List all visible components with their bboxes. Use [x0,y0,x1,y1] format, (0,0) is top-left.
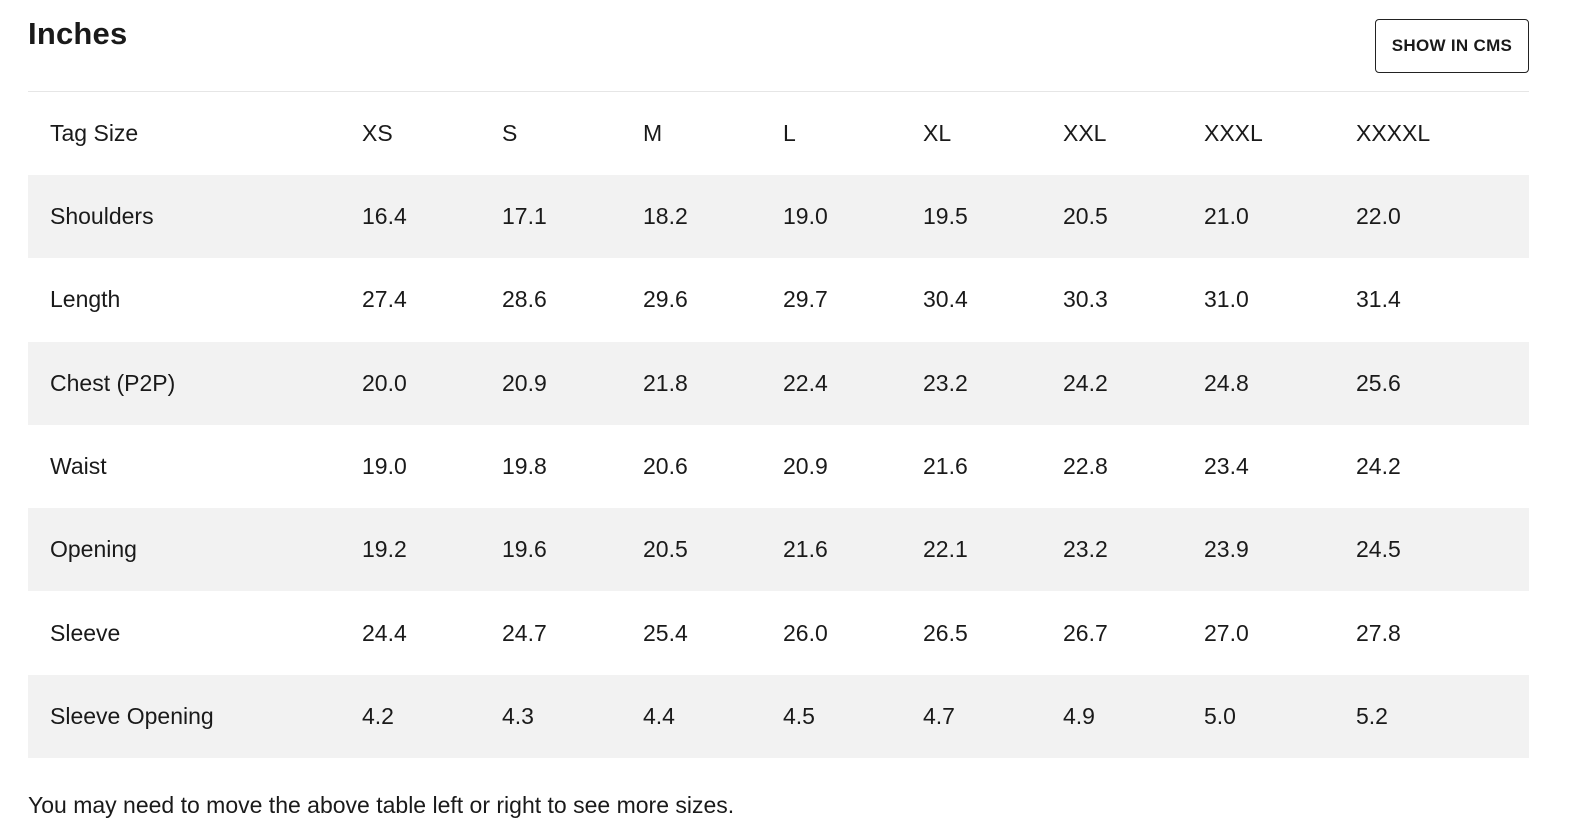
measurement-value: 4.9 [1063,702,1095,729]
measurement-value: 24.2 [1063,369,1108,396]
table-row: Waist 19.0 19.8 20.6 20.9 21.6 22.8 23.4 24.2 [28,425,1529,508]
scroll-hint-text: You may need to move the above table lef… [28,792,735,818]
size-table: Tag Size XS S M L XL XXL XXXL XXXXL Shou… [28,92,1529,759]
measurement-value: 5.2 [1356,702,1388,729]
measurement-value: 19.0 [783,203,828,230]
measurement-value: 25.6 [1356,369,1401,396]
measurement-value: 20.6 [643,453,688,480]
measurement-value: 29.7 [783,286,828,313]
table-row: Shoulders 16.4 17.1 18.2 19.0 19.5 20.5 21.0 22.… [28,175,1529,259]
measurement-value: 23.2 [923,369,968,396]
measurement-value: 19.2 [362,536,407,563]
measurement-label: Length [50,286,121,313]
table-body: Shoulders 16.4 17.1 18.2 19.0 19.5 20.5 21.0 22.… [28,175,1529,759]
measurement-value: 19.0 [362,453,407,480]
measurement-value: 26.0 [783,619,828,646]
measurement-value: 23.2 [1063,536,1108,563]
measurement-value: 25.4 [643,619,688,646]
measurement-value: 21.6 [783,536,828,563]
measurement-value: 4.2 [362,702,394,729]
header-row: Tag Size XS S M L XL XXL XXXL XXXXL [28,92,1529,175]
header-cell: M [643,120,663,146]
measurement-value: 27.8 [1356,619,1401,646]
measurement-value: 4.5 [783,702,815,729]
measurement-value: 21.8 [643,369,688,396]
header-cell: XXL [1063,120,1107,146]
measurement-label: Opening [50,536,137,563]
measurement-value: 21.0 [1204,203,1249,230]
measurement-value: 27.0 [1204,619,1249,646]
measurement-value: 23.4 [1204,453,1249,480]
measurement-value: 20.5 [1063,203,1108,230]
table-row: Sleeve 24.4 24.7 25.4 26.0 26.5 26.7 27.0 27.8 [28,591,1529,674]
header-divider [28,91,1529,92]
header-cell: XS [362,120,393,146]
measurement-value: 30.4 [923,286,968,313]
measurement-value: 19.8 [502,453,547,480]
header-cell: Tag Size [50,120,139,146]
measurement-value: 19.5 [923,203,968,230]
table-row: Opening 19.2 19.6 20.5 21.6 22.1 23.2 23.9 24.5 [28,508,1529,592]
measurement-value: 5.0 [1204,702,1236,729]
measurement-value: 4.4 [643,702,675,729]
measurement-value: 29.6 [643,286,688,313]
measurement-value: 22.1 [923,536,968,563]
measurement-value: 19.6 [502,536,547,563]
measurement-value: 20.9 [502,369,547,396]
units-heading: Inches [28,16,128,51]
measurement-value: 22.0 [1356,203,1401,230]
measurement-value: 31.4 [1356,286,1401,313]
measurement-value: 21.6 [923,453,968,480]
measurement-value: 20.0 [362,369,407,396]
measurement-value: 17.1 [502,203,547,230]
measurement-value: 31.0 [1204,286,1249,313]
measurement-value: 26.7 [1063,619,1108,646]
table-header: Tag Size XS S M L XL XXL XXXL XXXXL [28,92,1529,175]
table-row: Sleeve Opening 4.2 4.3 4.4 4.5 4.7 4.9 5.0 5.2 [28,674,1529,759]
measurement-label: Shoulders [50,203,154,230]
header-cell: L [783,120,796,146]
measurement-value: 26.5 [923,619,968,646]
measurement-value: 4.3 [502,702,534,729]
measurement-value: 28.6 [502,286,547,313]
header-cell: XL [923,120,952,146]
measurement-value: 22.4 [783,369,828,396]
measurement-value: 24.5 [1356,536,1401,563]
header-cell: XXXXL [1356,120,1431,146]
measurement-value: 24.4 [362,619,407,646]
measurement-label: Sleeve Opening [50,702,214,729]
measurement-value: 23.9 [1204,536,1249,563]
measurement-value: 4.7 [923,702,955,729]
measurement-value: 22.8 [1063,453,1108,480]
measurement-value: 27.4 [362,286,407,313]
table-row: Chest (P2P) 20.0 20.9 21.8 22.4 23.2 24.2 24.8 2… [28,341,1529,425]
measurement-value: 24.7 [502,619,547,646]
measurement-value: 24.2 [1356,453,1401,480]
measurement-value: 24.8 [1204,369,1249,396]
header-cell: S [502,120,518,146]
measurement-label: Waist [50,453,107,480]
measurement-label: Sleeve [50,619,121,646]
measurement-value: 20.9 [783,453,828,480]
measurement-value: 30.3 [1063,286,1108,313]
header-cell: XXXL [1204,120,1263,146]
measurement-value: 18.2 [643,203,688,230]
table-row: Length 27.4 28.6 29.6 29.7 30.4 30.3 31.0 31.4 [28,258,1529,341]
show-in-cms-button[interactable]: SHOW IN CMS [1375,19,1529,73]
measurement-value: 16.4 [362,203,407,230]
measurement-value: 20.5 [643,536,688,563]
measurement-label: Chest (P2P) [50,369,176,396]
